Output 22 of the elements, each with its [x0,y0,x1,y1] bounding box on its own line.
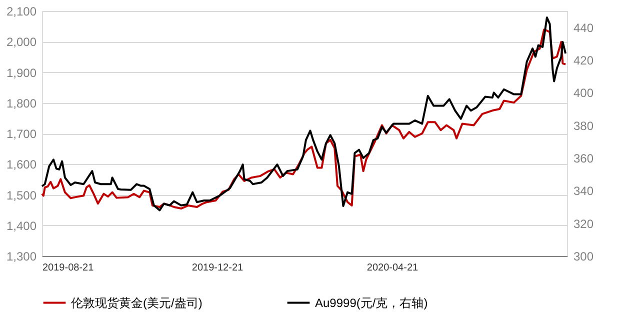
y-tick-label: 1,300 [6,250,37,264]
y2-tick-label: 320 [574,216,594,231]
y2-tick-label: 300 [574,250,594,264]
y2-tick-label: 420 [574,54,594,68]
y-tick-label: 1,800 [6,96,37,110]
x-tick-label: 2020-04-21 [366,262,419,274]
y-tick-label: 1,500 [6,188,37,202]
y2-tick-label: 340 [574,184,594,198]
y-tick-label: 2,000 [6,35,37,50]
x-tick-label: 2019-08-21 [42,262,94,274]
x-tick-label: 2019-12-21 [192,262,244,274]
y-tick-label: 1,600 [6,158,37,172]
y2-tick-label: 440 [574,20,594,35]
y-tick-label: 1,900 [6,66,37,80]
y2-tick-label: 360 [574,152,594,166]
y2-tick-label: 380 [574,118,594,133]
y-tick-label: 1,400 [6,218,37,233]
legend-label: Au9999(元/克，右轴) [315,296,428,310]
y-tick-label: 2,100 [6,4,37,18]
legend-label: 伦敦现货黄金(美元/盎司) [71,296,202,310]
y2-tick-label: 400 [574,86,594,100]
y-tick-label: 1,700 [6,127,37,141]
